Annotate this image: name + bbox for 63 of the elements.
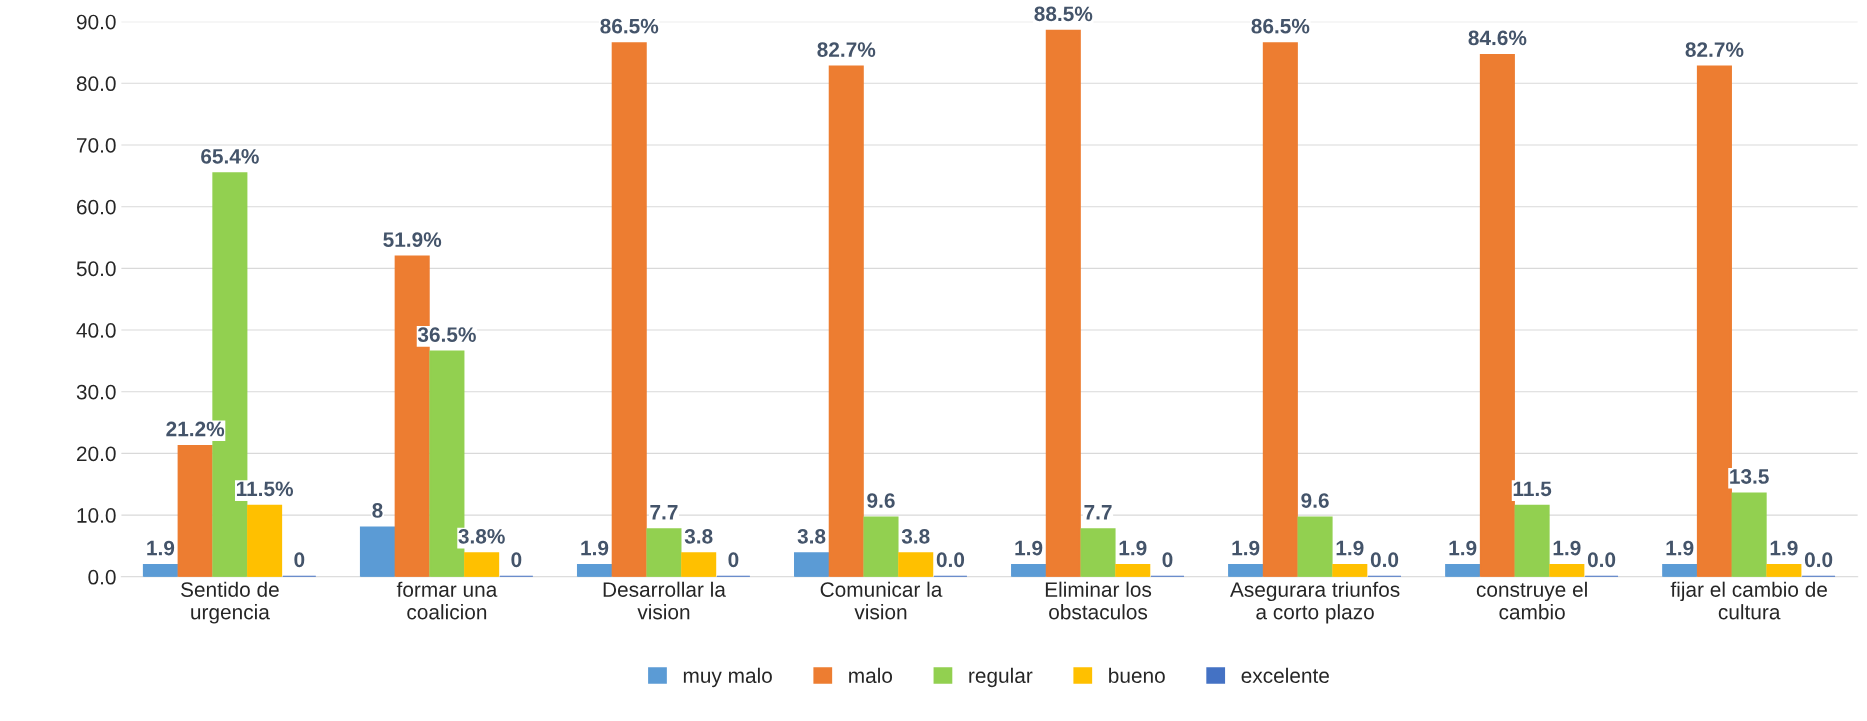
data-label: 0 bbox=[728, 552, 739, 568]
data-label: 84.6% bbox=[1468, 30, 1527, 46]
y-tick-label: 0.0 bbox=[88, 569, 116, 585]
x-tick-label: formar una coalicion bbox=[396, 581, 498, 620]
y-tick-label: 80.0 bbox=[76, 76, 116, 92]
y-tick-label: 70.0 bbox=[77, 138, 116, 153]
data-label: 9.6 bbox=[867, 493, 895, 508]
data-label: 9.6 bbox=[1301, 493, 1329, 508]
data-label: 0 bbox=[294, 552, 305, 568]
y-tick-label: 10.0 bbox=[77, 508, 116, 523]
data-label: 3.8 bbox=[797, 528, 826, 544]
x-tick-label: Asegurara triunfos a corto plazo bbox=[1230, 581, 1400, 624]
x-tick-label: construye el cambio bbox=[1476, 581, 1587, 620]
data-label: 82.7% bbox=[817, 42, 876, 57]
x-tick-label: fijar el cambio de cultura bbox=[1670, 581, 1827, 620]
data-label: 65.4% bbox=[201, 148, 259, 164]
data-label: 1.9 bbox=[1666, 540, 1694, 556]
y-tick-label: 20.0 bbox=[77, 446, 116, 462]
data-label: 1.9 bbox=[1015, 540, 1043, 556]
legend-label: malo bbox=[849, 667, 893, 684]
y-tick-label: 30.0 bbox=[76, 384, 116, 400]
y-tick-label: 50.0 bbox=[76, 261, 116, 277]
data-label: 7.7 bbox=[1084, 505, 1112, 520]
data-label: 13.5 bbox=[1730, 469, 1769, 484]
legend-label: bueno bbox=[1109, 667, 1165, 684]
data-label: 1.9 bbox=[1232, 540, 1260, 556]
data-label: 1.9 bbox=[1449, 540, 1477, 556]
legend-label: muy malo bbox=[683, 667, 772, 688]
x-tick-label: Sentido de urgencia bbox=[181, 581, 279, 624]
data-label: 0.0 bbox=[1370, 552, 1399, 568]
data-label: 0.0 bbox=[1804, 552, 1833, 568]
data-label: 86.5% bbox=[600, 18, 659, 34]
data-label: 3.8 bbox=[684, 528, 713, 544]
data-label: 0.0 bbox=[936, 552, 965, 568]
data-label: 0 bbox=[1162, 552, 1173, 568]
legend-label: excelente bbox=[1241, 667, 1329, 684]
data-label: 88.5% bbox=[1034, 6, 1093, 22]
y-tick-label: 60.0 bbox=[77, 199, 116, 215]
data-label: 0 bbox=[511, 552, 522, 568]
y-tick-label: 40.0 bbox=[76, 323, 116, 338]
data-label: 82.7% bbox=[1685, 42, 1744, 57]
data-label: 8 bbox=[372, 503, 383, 518]
data-label: 0.0 bbox=[1587, 552, 1616, 568]
data-label: 21.2% bbox=[166, 421, 225, 437]
x-tick-label: Comunicar la vision bbox=[820, 581, 943, 620]
data-label: 86.5% bbox=[1251, 18, 1310, 34]
data-label: 1.9 bbox=[581, 540, 609, 556]
data-label: 3.8% bbox=[458, 528, 505, 544]
x-tick-label: Eliminar los obstaculos bbox=[1045, 581, 1152, 620]
data-label: 36.5% bbox=[417, 327, 476, 342]
data-label: 1.9 bbox=[1119, 540, 1147, 556]
x-tick-label: Desarrollar la vision bbox=[603, 581, 726, 620]
data-label: 3.8 bbox=[901, 528, 930, 544]
data-label: 11.5% bbox=[236, 481, 294, 497]
y-tick-label: 90.0 bbox=[76, 14, 116, 30]
data-label: 1.9 bbox=[147, 540, 175, 556]
data-label: 51.9% bbox=[383, 232, 442, 247]
data-label: 1.9 bbox=[1770, 540, 1798, 556]
data-label: 1.9 bbox=[1336, 540, 1364, 556]
data-label: 7.7 bbox=[650, 505, 678, 520]
legend-label: regular bbox=[969, 667, 1033, 688]
data-label: 11.5 bbox=[1513, 481, 1552, 497]
data-label: 1.9 bbox=[1553, 540, 1581, 556]
